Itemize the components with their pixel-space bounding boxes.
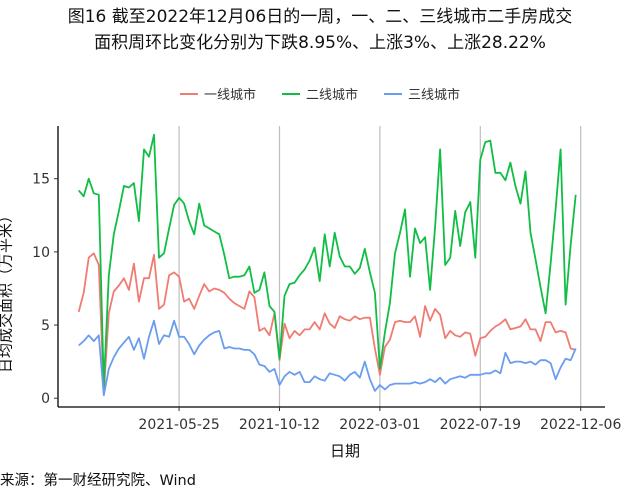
chart-title: 图16 截至2022年12月06日的一周，一、二、三线城市二手房成交 面积周环比… [0,4,640,56]
legend-label-tier2: 二线城市 [305,88,358,103]
series-line-tier1 [77,252,576,394]
y-tick-label: 0 [41,391,50,407]
x-tick-label: 2021-10-12 [239,417,320,433]
y-tick-label: 15 [32,172,50,188]
legend-label-tier3: 三线城市 [408,88,461,103]
chart-title-line2: 面积周环比变化分别为下跌8.95%、上涨3%、上涨28.22% [94,33,546,53]
y-tick-label: 10 [32,245,50,261]
x-tick-label: 2021-05-25 [138,417,219,433]
series-line-tier2 [78,133,577,388]
source-note: 来源：第一财经研究院、Wind [0,473,196,489]
legend-swatch-tier2 [281,92,300,95]
x-tick-label: 2022-07-19 [440,417,521,433]
x-tick-label: 2022-03-01 [339,417,420,433]
y-tick-label: 5 [41,318,50,334]
legend-label-tier1: 一线城市 [203,88,256,103]
legend-item-tier1: 一线城市 [179,84,256,103]
legend-item-tier3: 三线城市 [384,84,460,103]
legend-item-tier2: 二线城市 [281,84,358,103]
y-axis-title: 日均成交面积（万平米） [0,208,15,374]
x-axis-title: 日期 [329,442,360,460]
legend-swatch-tier3 [384,92,402,95]
x-tick-label: 2022-12-06 [540,417,621,433]
legend: 一线城市 二线城市 三线城市 [0,84,640,103]
chart-title-line1: 图16 截至2022年12月06日的一周，一、二、三线城市二手房成交 [67,7,573,27]
legend-swatch-tier1 [179,92,198,95]
series-line-tier3 [78,319,577,397]
